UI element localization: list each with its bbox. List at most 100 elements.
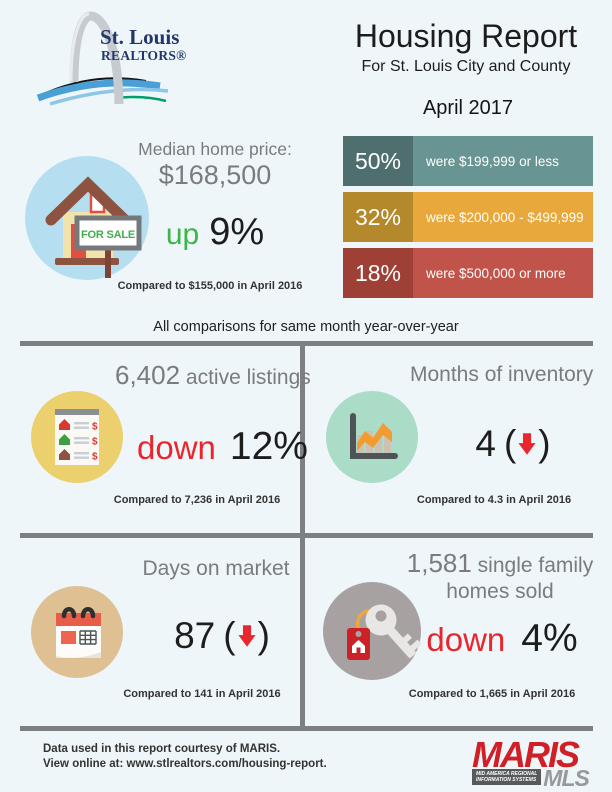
key-shape [365,604,421,658]
page-curl [56,652,101,658]
section-comparison: Compared to 1,665 in April 2016 [408,688,576,700]
logo-text-realtors: REALTORS® [101,48,187,63]
maris-subtitle-line1: MID AMERICA REGIONAL [476,771,538,777]
chart-bar [384,429,391,456]
price-bar-row: 18% were $500,000 or more [343,248,593,298]
comparison-note: All comparisons for same month year-over… [153,319,459,335]
change-percent: 4% [521,617,578,660]
for-sale-text: FOR SALE [81,229,135,241]
house-for-sale-icon: FOR SALE [25,156,149,280]
maris-wordmark: MARIS [472,734,580,775]
section-value: down 12% [135,425,310,469]
sign-post [105,246,111,278]
section-value: down 4% [412,617,592,661]
gateway-arch-shape [69,11,124,105]
median-price-comparison: Compared to $155,000 in April 2016 [117,280,303,292]
logo-text-st-louis: St. Louis [100,25,180,49]
price-breakdown-bars: 50% were $199,999 or less 32% were $200,… [343,136,593,304]
title-text-line2: homes sold [446,580,554,603]
dollar-sign: $ [92,422,98,433]
homes-sold-section: 1,581 single family homes sold do [306,539,595,726]
section-value: 87 ( ) [137,615,307,657]
title-text: single family [471,554,594,577]
red-down-arrow-icon [238,625,256,647]
month-heading: April 2017 [422,97,514,119]
change-percent: 9% [209,211,265,253]
calendar-ring [80,607,96,619]
change-percent: 12% [229,425,308,468]
price-bar-row: 50% were $199,999 or less [343,136,593,186]
swoosh-blue [36,79,161,102]
calendar-icon [31,586,123,678]
price-bar-percent: 18% [343,248,413,298]
swoosh-green [115,95,167,103]
median-price-label: Median home price: [138,139,292,159]
price-bar-row: 32% were $200,000 - $499,999 [343,192,593,242]
value-number: 87 [174,615,216,656]
value-number: 4 [475,423,496,464]
maris-mls-logo: MARIS MID AMERICA REGIONAL INFORMATION S… [472,734,612,791]
section-comparison: Compared to 4.3 in April 2016 [416,494,572,506]
maris-subtitle: MID AMERICA REGIONAL INFORMATION SYSTEMS [472,769,542,785]
listing-lines [74,422,89,459]
calendar-ring [61,607,77,619]
swoosh-lightblue [49,87,169,106]
for-sale-sign [74,215,142,251]
house-roof [45,176,131,226]
calendar-highlight [61,631,76,644]
direction-word: up [165,218,200,251]
paren-close: ) [538,423,551,464]
paren-open: ( [503,423,517,464]
sheet-header [55,409,99,415]
red-down-arrow-icon [518,433,536,455]
listings-sheet-icon: $ $ $ [31,391,123,483]
chart-axes [350,413,398,459]
price-bar-percent: 50% [343,136,413,186]
mls-wordmark: MLS [543,765,590,791]
price-bar-percent: 32% [343,192,413,242]
footer-credits: Data used in this report courtesy of MAR… [43,742,327,772]
chart-icon [326,391,418,483]
median-price-change: up 9% [145,211,285,254]
house-base [55,258,119,265]
divider-horizontal [20,341,593,346]
price-bar-label: were $199,999 or less [413,136,593,186]
paren-close: ) [257,615,270,656]
house-glyph-red [59,419,70,430]
house-glyph-green [59,434,70,445]
title-text: active listings [180,366,311,389]
chart-bar [375,435,382,456]
footer-line2: View online at: www.stlrealtors.com/hous… [43,758,327,770]
section-title: 1,581 single family homes sold [405,550,595,605]
footer-line1: Data used in this report courtesy of MAR… [43,743,281,755]
calendar-grid [79,630,97,645]
arch-highlight [69,12,90,82]
active-listings-section: 6,402 active listings $ $ $ down 12% Com… [20,347,311,533]
calendar-header [56,613,101,626]
direction-word: down [426,621,506,658]
maris-subtitle-line2: INFORMATION SYSTEMS [476,777,537,783]
stl-realtors-arch-logo [36,11,169,106]
median-price-value: $168,500 [158,160,272,190]
section-title: 6,402 active listings [115,360,311,391]
section-comparison: Compared to 7,236 in April 2016 [113,494,281,506]
page-subtitle: For St. Louis City and County [361,58,571,75]
section-comparison: Compared to 141 in April 2016 [123,688,281,700]
months-inventory-section: Months of inventory 4 ( ) Compared to 4.… [306,347,593,533]
house-glyph-brown [59,449,70,460]
divider-horizontal [20,726,593,731]
divider-vertical [300,341,305,731]
page-title: Housing Report [354,18,578,54]
section-value: 4 ( ) [428,423,598,465]
paren-open: ( [223,615,236,656]
dollar-sign: $ [92,437,98,448]
house-key-tag [347,628,370,660]
divider-horizontal [20,533,593,538]
title-number: 1,581 [406,548,472,578]
maris-logo-bottom: MID AMERICA REGIONAL INFORMATION SYSTEMS… [472,765,612,791]
key-with-house-tag-icon [323,582,421,680]
dollar-sign: $ [92,452,98,463]
direction-word: down [137,429,216,466]
chart-area-orange [357,423,392,451]
